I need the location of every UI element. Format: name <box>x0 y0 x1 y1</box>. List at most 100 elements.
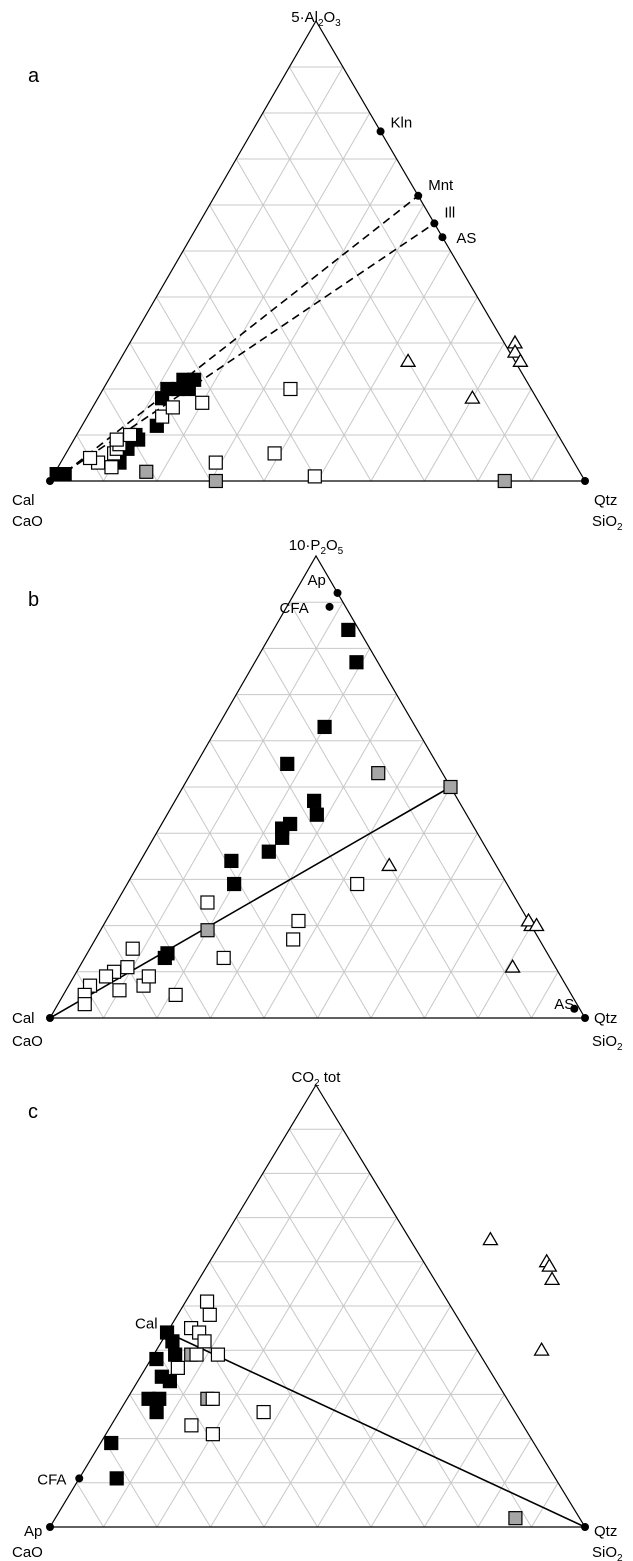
data-point-open-square <box>350 876 365 892</box>
data-point-filled-square <box>168 1347 183 1362</box>
grid-line <box>102 1438 158 1528</box>
reference-dot-ap <box>333 588 342 597</box>
data-point-filled-square <box>149 1404 164 1420</box>
triangle-outline-c <box>48 1083 587 1528</box>
data-point-filled-square <box>307 793 322 808</box>
ternary-panel-b: Ap CFA AS b 10·P2O5 Cal CaO Qtz SiO2 <box>12 537 623 1053</box>
grid-line <box>103 1128 344 1528</box>
grid-line <box>103 66 344 482</box>
apex-top-label-b: 10·P2O5 <box>289 537 344 557</box>
grid-line <box>424 1394 505 1528</box>
grid-line <box>317 1305 451 1528</box>
tie-lines-b <box>49 786 451 1019</box>
data-point-gray-square <box>139 464 154 479</box>
tie-lines-c <box>166 1331 586 1528</box>
data-point-open-square <box>77 997 92 1012</box>
data-point-open-square <box>202 1307 217 1322</box>
grid-line <box>370 832 478 1019</box>
reference-dot-cfa <box>75 1474 84 1483</box>
data-point-open-square <box>165 400 180 415</box>
data-point-gray-square <box>508 1511 523 1526</box>
data-point-filled-square <box>280 756 295 772</box>
data-point-open-square <box>205 1427 220 1442</box>
ternary-panel-c: Cal CFA c CO2 tot Ap CaO Qtz SiO2 <box>12 1069 623 1561</box>
grid-line <box>235 1217 425 1528</box>
data-point-open-square <box>307 469 322 484</box>
data-point-triangle <box>381 857 398 872</box>
data-point-open-square <box>155 409 170 424</box>
data-point-open-square <box>267 446 282 461</box>
data-point-open-square <box>141 969 156 984</box>
grid-line <box>531 1482 559 1528</box>
data-point-open-square <box>286 932 301 947</box>
reference-dot-as <box>570 1004 579 1013</box>
corner-right-label-b2: SiO2 <box>592 1033 623 1053</box>
corner-left-label-c2: CaO <box>12 1544 43 1561</box>
data-point-filled-square <box>227 876 242 892</box>
data-points-c <box>104 1231 561 1526</box>
data-point-triangle <box>543 1271 561 1286</box>
corner-right-label-a2: SiO2 <box>592 513 623 533</box>
data-point-open-square <box>98 969 114 984</box>
corner-dot-right <box>581 1014 589 1022</box>
corner-dot-left <box>46 1014 54 1022</box>
apex-top-label-c: CO2 tot <box>292 1069 342 1089</box>
data-point-open-square <box>184 1418 199 1433</box>
grid-line <box>103 601 344 1019</box>
grid-line <box>288 66 532 482</box>
grid-line <box>477 1438 532 1528</box>
grid-line <box>424 879 505 1019</box>
data-point-filled-square <box>152 1391 167 1406</box>
grid-line <box>210 694 398 1019</box>
corner-dot-right <box>581 1523 589 1531</box>
data-point-open-square <box>291 913 306 929</box>
data-point-triangle <box>504 958 521 973</box>
data-point-filled-square <box>57 467 72 482</box>
reference-dot-ill <box>430 219 439 228</box>
data-point-open-square <box>189 1347 204 1362</box>
data-point-filled-square <box>154 391 170 406</box>
data-point-filled-square <box>187 372 202 387</box>
data-point-triangle <box>528 917 545 932</box>
data-point-open-square <box>125 941 140 956</box>
grid-line <box>477 925 532 1019</box>
corner-right-label-b1: Qtz <box>594 1010 617 1027</box>
tie-lines-a <box>65 195 435 473</box>
grid-a <box>76 66 559 482</box>
reference-dot-cfa <box>325 602 334 611</box>
data-point-open-square <box>170 1360 185 1375</box>
grid-line <box>317 786 451 1019</box>
data-point-filled-square <box>261 844 276 859</box>
grid-line <box>424 342 505 482</box>
grid-line <box>370 296 478 482</box>
data-point-triangle <box>533 1341 550 1356</box>
reference-label-cfa: CFA <box>280 600 309 617</box>
data-point-open-square <box>208 455 223 470</box>
data-point-filled-square <box>317 719 332 735</box>
data-point-open-square <box>210 1347 226 1362</box>
data-point-gray-square <box>200 923 215 938</box>
panel-label-c: c <box>28 1101 38 1123</box>
data-point-filled-square <box>341 622 356 638</box>
grid-line <box>129 1394 211 1528</box>
data-point-filled-square <box>309 807 324 822</box>
grid-line <box>531 971 559 1019</box>
tie-line <box>65 195 419 473</box>
grid-line <box>531 434 559 482</box>
tie-line <box>166 1331 586 1528</box>
reference-label-cal: Cal <box>135 1316 158 1333</box>
data-point-open-square <box>120 960 135 975</box>
reference-points-b: Ap CFA AS <box>46 572 589 1022</box>
grid-line <box>288 1128 532 1528</box>
data-point-open-square <box>283 381 298 397</box>
data-point-open-square <box>195 395 210 410</box>
reference-dot-kln <box>376 127 385 136</box>
data-point-filled-square <box>149 1351 164 1367</box>
data-point-open-square <box>112 983 127 998</box>
data-point-gray-square <box>497 473 512 489</box>
data-point-filled-square <box>275 830 290 845</box>
data-point-open-square <box>122 427 138 443</box>
grid-line <box>76 1482 104 1528</box>
